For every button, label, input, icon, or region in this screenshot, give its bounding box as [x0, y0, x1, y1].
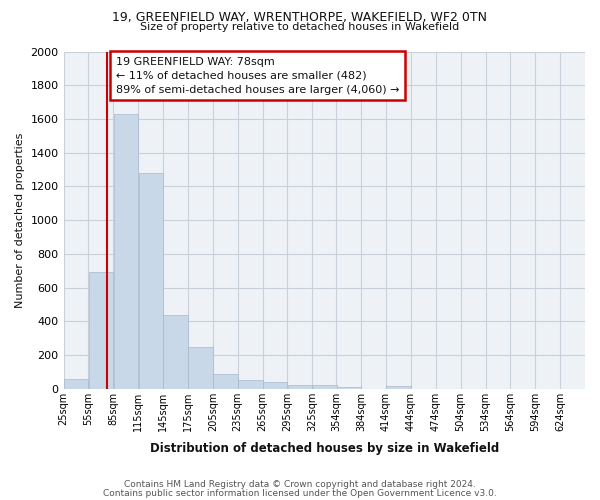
Text: 19 GREENFIELD WAY: 78sqm
← 11% of detached houses are smaller (482)
89% of semi-: 19 GREENFIELD WAY: 78sqm ← 11% of detach…: [116, 56, 399, 94]
Bar: [213, 374, 238, 388]
Bar: [64, 378, 88, 388]
Text: 19, GREENFIELD WAY, WRENTHORPE, WAKEFIELD, WF2 0TN: 19, GREENFIELD WAY, WRENTHORPE, WAKEFIEL…: [113, 11, 487, 24]
Bar: [89, 272, 113, 388]
Text: Size of property relative to detached houses in Wakefield: Size of property relative to detached ho…: [140, 22, 460, 32]
Bar: [337, 387, 361, 388]
Bar: [386, 386, 411, 388]
Bar: [288, 384, 312, 388]
Bar: [188, 346, 213, 389]
Bar: [139, 173, 163, 388]
Text: Contains HM Land Registry data © Crown copyright and database right 2024.: Contains HM Land Registry data © Crown c…: [124, 480, 476, 489]
Bar: [163, 314, 188, 388]
Bar: [313, 386, 337, 388]
Y-axis label: Number of detached properties: Number of detached properties: [15, 132, 25, 308]
X-axis label: Distribution of detached houses by size in Wakefield: Distribution of detached houses by size …: [149, 442, 499, 455]
Text: Contains public sector information licensed under the Open Government Licence v3: Contains public sector information licen…: [103, 488, 497, 498]
Bar: [263, 382, 287, 388]
Bar: [113, 114, 138, 388]
Bar: [238, 380, 263, 388]
